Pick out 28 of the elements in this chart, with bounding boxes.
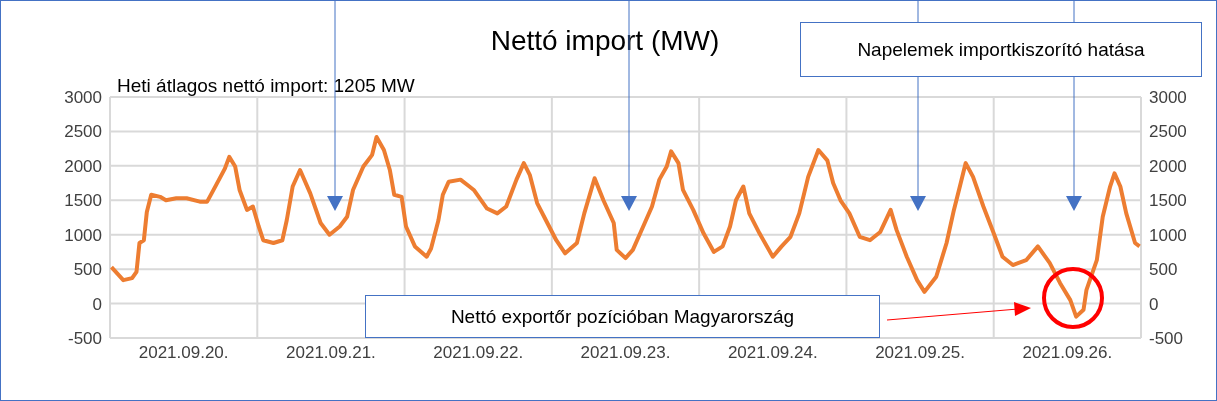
y-tick-label: 1000	[64, 225, 102, 245]
y-tick-label: 3000	[64, 88, 102, 108]
x-tick-label: 2021.09.26.	[1022, 343, 1113, 363]
y2-tick-label: 500	[1149, 260, 1178, 280]
text: Heti átlagos nettó import: 1205 MW	[117, 75, 415, 97]
chart-title: Nettó import (MW)	[490, 25, 720, 56]
y2-tick-label: 0	[1149, 294, 1159, 314]
y-tick-label: 500	[73, 260, 102, 280]
y-tick-label: 2000	[64, 156, 102, 176]
y-tick-label: 0	[92, 294, 102, 314]
x-tick-label: 2021.09.24.	[727, 343, 818, 363]
x-tick-label: 2021.09.20.	[138, 343, 229, 363]
x-tick-label: 2021.09.25.	[875, 343, 965, 363]
y2-tick-label: 2000	[1149, 156, 1187, 176]
x-tick-label: 2021.09.22.	[433, 343, 524, 363]
y-tick-label: -500	[67, 329, 102, 349]
y2-tick-label: 1500	[1149, 191, 1187, 211]
text-box: Nettó exportőr pozícióban Magyarország	[365, 295, 880, 338]
y-tick-label: 1500	[64, 191, 102, 211]
text-box: Napelemek importkiszorító hatása	[800, 22, 1202, 77]
y2-tick-label: 1000	[1149, 225, 1187, 245]
annotation: Nettó exportőr pozícióban Magyarország	[450, 305, 795, 328]
x-tick-label: 2021.09.23.	[580, 343, 671, 363]
y2-tick-label: -500	[1149, 329, 1184, 349]
y2-tick-label: 3000	[1149, 88, 1187, 108]
y-tick-label: 2500	[64, 122, 102, 142]
y2-tick-label: 2500	[1149, 122, 1187, 142]
x-tick-label: 2021.09.21.	[286, 343, 376, 363]
